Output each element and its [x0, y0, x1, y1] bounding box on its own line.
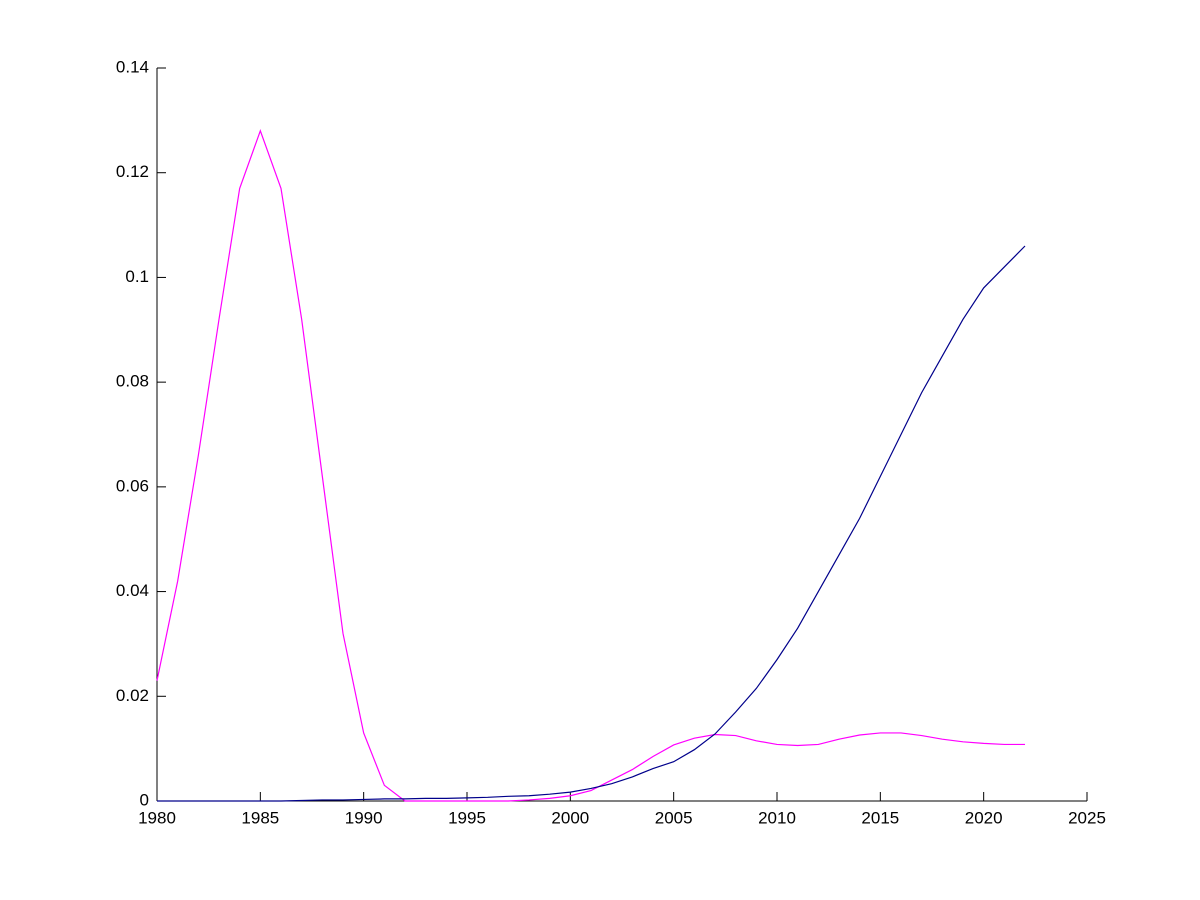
x-tick-label: 2005 — [655, 808, 693, 827]
x-tick-label: 1995 — [448, 808, 486, 827]
x-tick-label: 1990 — [345, 808, 383, 827]
y-tick-label: 0.14 — [116, 57, 149, 76]
x-tick-label: 2010 — [758, 808, 796, 827]
y-tick-label: 0.06 — [116, 476, 149, 495]
series-line — [156, 129, 1025, 802]
y-tick-label: 0.02 — [116, 686, 149, 705]
x-tick-label: 2000 — [551, 808, 589, 827]
x-tick-label: 1980 — [138, 808, 176, 827]
y-tick-label: 0.1 — [125, 267, 149, 286]
x-tick-label: 2025 — [1068, 808, 1106, 827]
y-tick-label: 0 — [140, 790, 149, 809]
x-tick-label: 1985 — [241, 808, 279, 827]
y-tick-label: 0.08 — [116, 372, 149, 391]
y-tick-label: 0.12 — [116, 162, 149, 181]
y-tick-label: 0.04 — [116, 581, 149, 600]
x-tick-label: 2020 — [965, 808, 1003, 827]
x-tick-label: 2015 — [861, 808, 899, 827]
series-line — [157, 245, 1026, 802]
